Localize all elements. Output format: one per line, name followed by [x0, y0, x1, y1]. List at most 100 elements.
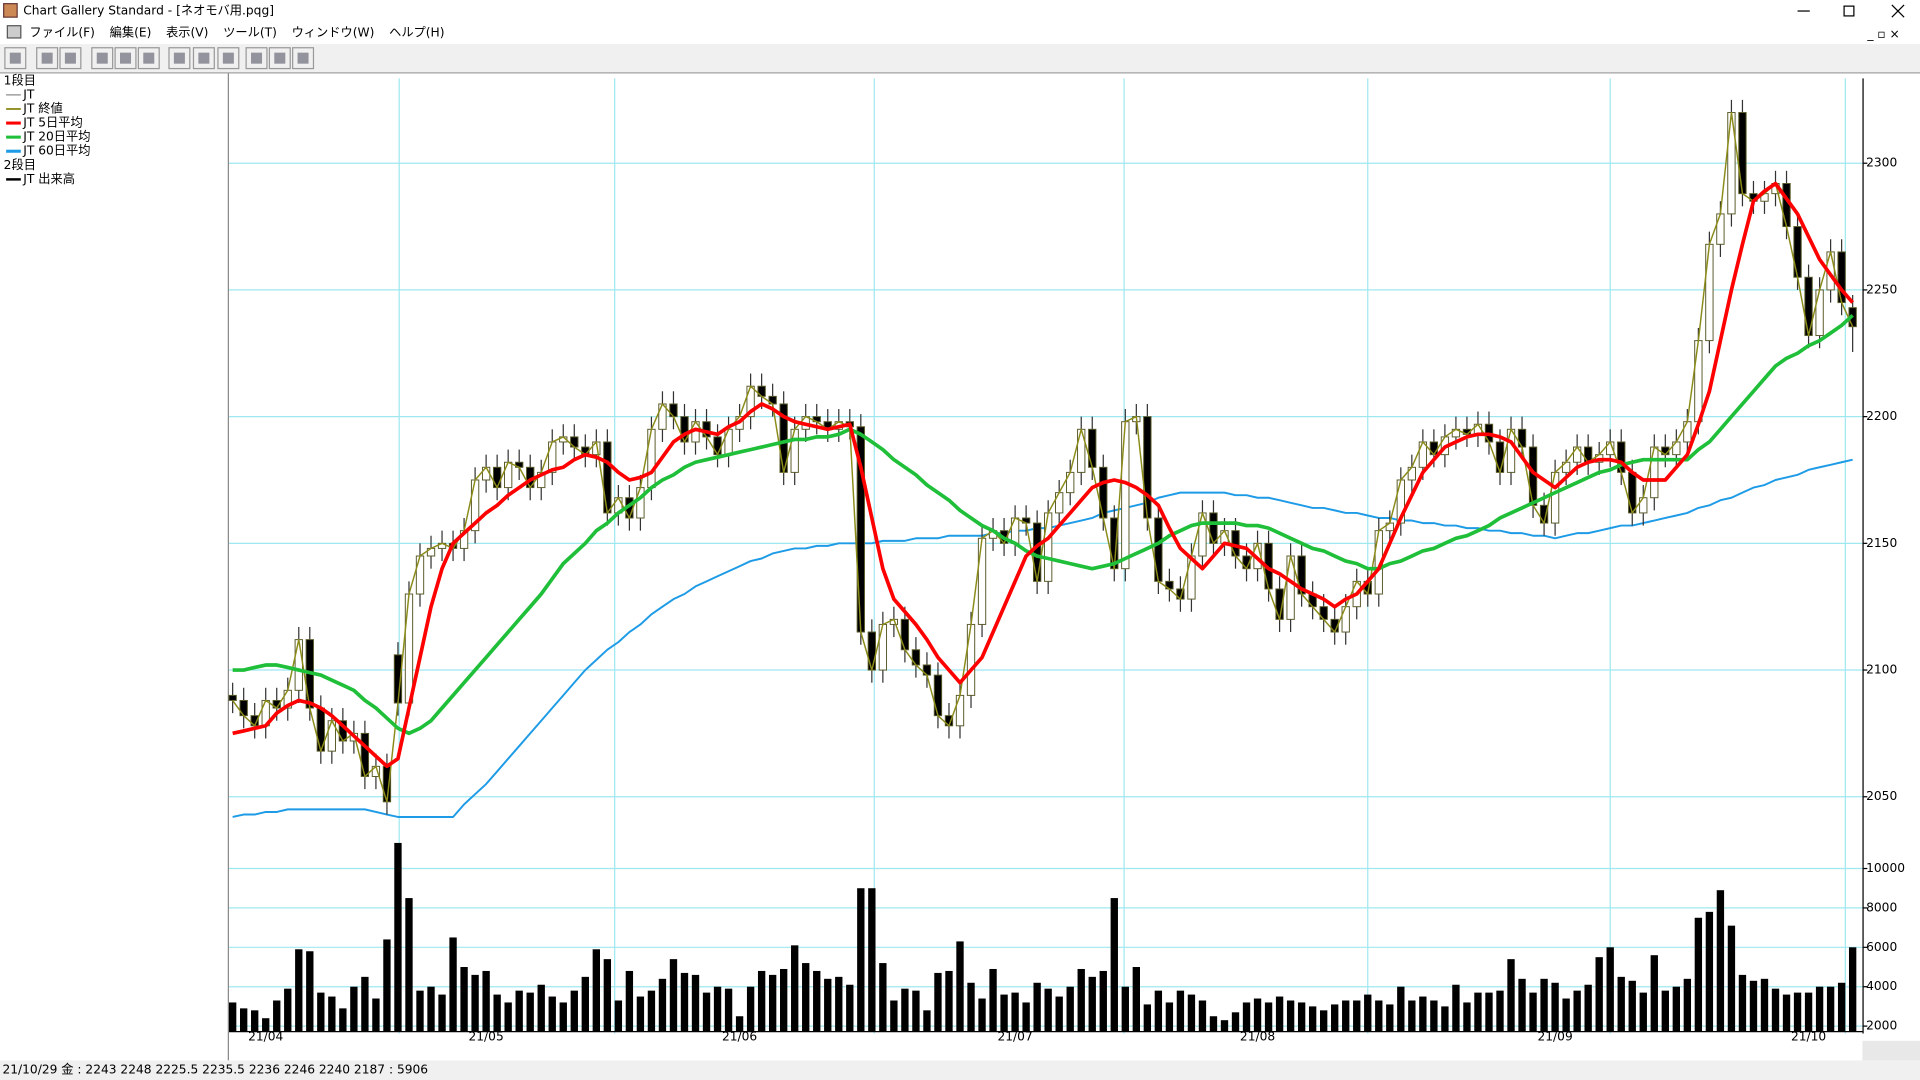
- volume-bar: [1066, 986, 1074, 1032]
- y-tick-label: 2300: [1866, 156, 1897, 170]
- y-tick-label: 6000: [1866, 940, 1897, 954]
- volume-bar: [273, 1000, 281, 1032]
- restore-button[interactable]: [1843, 5, 1855, 17]
- menu-item[interactable]: 表示(V): [166, 26, 208, 40]
- volume-bar: [1275, 996, 1284, 1032]
- volume-bar: [967, 982, 975, 1032]
- volume-bar: [383, 939, 391, 1032]
- volume-bar: [1165, 1002, 1174, 1032]
- candle-body: [1143, 416, 1152, 519]
- volume-bar: [493, 994, 501, 1032]
- close-button[interactable]: [1891, 4, 1905, 18]
- volume-bar: [581, 976, 589, 1032]
- candle-body: [977, 537, 987, 625]
- candle-body: [1650, 446, 1659, 499]
- candle-body: [1044, 512, 1053, 582]
- mdi-controls[interactable]: _ ▫ ×: [1866, 27, 1899, 41]
- volume-bar: [559, 1002, 567, 1032]
- volume-bar: [978, 998, 986, 1032]
- menu-item[interactable]: 編集(E): [110, 25, 152, 40]
- volume-bar: [1452, 984, 1460, 1032]
- toolbar: [0, 44, 1920, 73]
- volume-bar: [1771, 988, 1780, 1032]
- volume-bar: [1793, 992, 1802, 1032]
- volume-bar: [1386, 1004, 1394, 1032]
- volume-bar: [768, 974, 777, 1032]
- toolbar-icon: [143, 52, 155, 64]
- window-title: Chart Gallery Standard - [ネオモバ用.pqg]: [23, 4, 274, 18]
- y-tick-label: 2250: [1866, 282, 1897, 296]
- volume-bar: [1154, 990, 1163, 1032]
- scrollbar[interactable]: [1862, 1040, 1920, 1061]
- volume-bar: [901, 988, 909, 1032]
- candle-body: [867, 631, 876, 671]
- y-tick-label: 2150: [1866, 536, 1897, 550]
- menu-item[interactable]: ファイル(F): [29, 26, 95, 40]
- volume-bar: [1848, 947, 1857, 1032]
- legend-label: JT 5日平均: [22, 116, 82, 130]
- candle-body: [1066, 471, 1075, 494]
- candle-body: [228, 694, 237, 701]
- volume-bar: [372, 998, 380, 1032]
- candle-body: [603, 441, 612, 514]
- legend-label: JT 出来高: [22, 171, 75, 186]
- volume-bar: [339, 1008, 347, 1032]
- candle-body: [1738, 112, 1747, 195]
- y-tick-label: 10000: [1866, 861, 1905, 875]
- legend-label: JT 60日平均: [22, 144, 90, 158]
- volume-bar: [1033, 982, 1041, 1032]
- doc-icon: [6, 25, 22, 39]
- x-tick-label: 21/09: [1537, 1030, 1572, 1044]
- candle-body: [647, 428, 656, 489]
- volume-bar: [1463, 1002, 1471, 1032]
- volume-bar: [1782, 994, 1791, 1032]
- candle-body: [966, 623, 976, 696]
- volume-bar: [1110, 898, 1118, 1032]
- volume-bar: [1198, 1000, 1207, 1032]
- volume-bar: [592, 949, 600, 1032]
- volume-bar: [1485, 992, 1493, 1032]
- volume-bar: [846, 984, 854, 1032]
- volume-bar: [1264, 1002, 1273, 1032]
- volume-bar: [934, 972, 942, 1032]
- ma-line: [232, 181, 1855, 769]
- volume-bar: [1121, 986, 1129, 1032]
- candle-body: [933, 674, 943, 717]
- volume-bar: [1430, 1000, 1438, 1032]
- candle-body: [1055, 492, 1064, 514]
- menu-item[interactable]: ツール(T): [223, 26, 277, 40]
- volume-bar: [350, 986, 358, 1032]
- candle-body: [1639, 497, 1648, 514]
- volume-bar: [537, 984, 545, 1032]
- toolbar-icon: [274, 52, 286, 64]
- volume-bar: [228, 1002, 237, 1032]
- volume-bar: [1529, 992, 1537, 1032]
- app-icon: [3, 3, 18, 18]
- volume-bar: [1683, 978, 1692, 1032]
- volume-bar: [1419, 996, 1427, 1032]
- volume-bar: [1286, 1000, 1295, 1032]
- toolbar-icon: [198, 52, 210, 64]
- candle-body: [1628, 471, 1637, 514]
- candle-body: [1572, 446, 1582, 463]
- volume-bar: [328, 996, 336, 1032]
- volume-bar: [780, 968, 788, 1032]
- volume-bar: [1187, 994, 1196, 1032]
- candle-body: [1341, 606, 1350, 633]
- candle-body: [900, 618, 910, 651]
- y-tick-label: 4000: [1866, 979, 1897, 993]
- menu-item[interactable]: ウィンドウ(W): [292, 26, 375, 40]
- volume-bar: [1231, 1012, 1240, 1032]
- menu-item[interactable]: ヘルプ(H): [389, 26, 444, 40]
- volume-bar: [1000, 994, 1008, 1032]
- candle-body: [878, 623, 888, 671]
- volume-bar: [240, 1008, 248, 1032]
- status-bar: [0, 1060, 1920, 1080]
- volume-bar: [746, 986, 755, 1032]
- ma-line: [232, 313, 1854, 736]
- toolbar-icon: [64, 52, 76, 64]
- volume-bar: [1099, 970, 1107, 1032]
- volume-bar: [1132, 967, 1140, 1032]
- toolbar-icon: [120, 52, 132, 64]
